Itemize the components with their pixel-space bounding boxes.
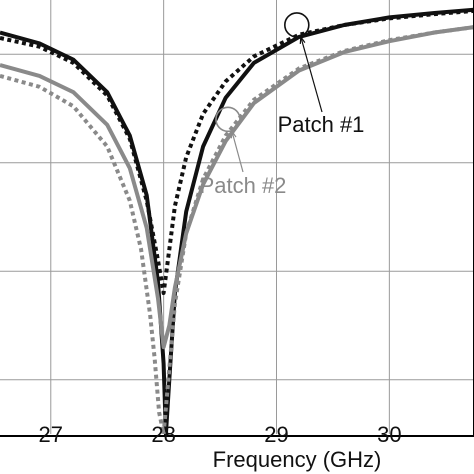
series-line-patch2-solid — [0, 25, 474, 350]
x-tick-layer: 27 28 29 30 — [39, 422, 402, 447]
annotation-circle — [215, 106, 241, 133]
series-line-patch2-dotted — [0, 25, 474, 436]
series-layer — [0, 7, 474, 436]
annotation-leader-line — [231, 131, 244, 173]
series-line-patch1-solid — [0, 7, 474, 436]
grid-layer — [0, 0, 474, 434]
x-tick-label: 29 — [264, 422, 288, 447]
x-tick-label: 27 — [39, 422, 63, 447]
annotation-label: Patch #1 — [278, 112, 365, 137]
annotation-arrowhead — [230, 131, 237, 139]
plot-frame — [0, 0, 474, 437]
x-axis-title: Frequency (GHz) — [213, 447, 382, 472]
annotation-layer: Patch #1 Patch #2 — [200, 12, 365, 198]
annotation-arrowhead — [299, 36, 306, 44]
x-tick-label: 30 — [377, 422, 401, 447]
annotation-label: Patch #2 — [200, 173, 287, 198]
annotation-circle — [284, 12, 310, 38]
annotation-leader-line — [300, 36, 323, 113]
x-tick-label: 28 — [151, 422, 175, 447]
